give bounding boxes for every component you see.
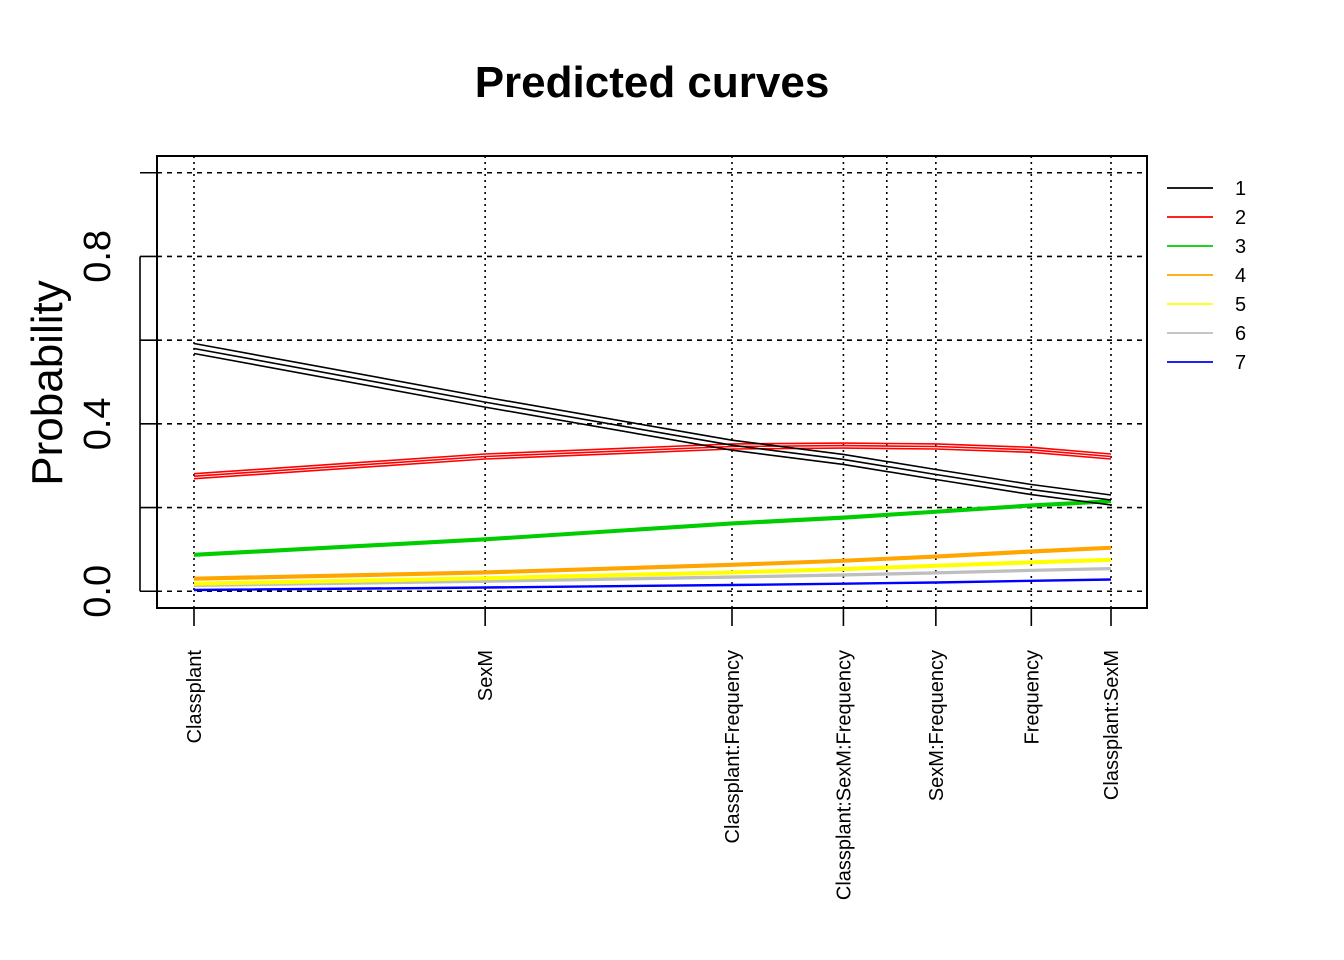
series-4-line-band-0 <box>193 548 1112 581</box>
series-1-line-band-0 <box>193 352 1112 506</box>
x-axis: Classplant SexM Classplant:Frequency Classp… <box>184 607 1123 900</box>
series-6-line-band-2 <box>193 567 1112 586</box>
series-3-line-band-2 <box>193 499 1112 555</box>
series-3-line-band-0 <box>193 501 1112 557</box>
x-tick-label-1: SexM <box>475 650 497 701</box>
series-2-line-band-2 <box>193 442 1112 475</box>
series-lines <box>193 342 1112 592</box>
legend-label-4: 4 <box>1235 265 1246 287</box>
y-tick-label-2: 0.8 <box>77 230 119 283</box>
y-axis-label: Probability <box>23 280 72 485</box>
x-tick-label-6: Classplant:SexM <box>1101 650 1123 800</box>
x-tick-label-3: Classplant:SexM:Frequency <box>833 650 855 900</box>
x-tick-label-2: Classplant:Frequency <box>722 650 744 843</box>
legend-label-2: 2 <box>1235 207 1246 229</box>
legend-label-5: 5 <box>1235 294 1246 316</box>
grid-lines <box>157 156 1147 608</box>
series-3-line <box>193 500 1112 556</box>
legend-label-6: 6 <box>1235 323 1246 345</box>
series-6-line-band-0 <box>193 568 1112 587</box>
series-5-line <box>193 559 1112 585</box>
series-1-line-band-2 <box>193 342 1112 496</box>
y-tick-label-0: 0.0 <box>77 565 119 618</box>
legend-label-7: 7 <box>1235 352 1246 374</box>
x-tick-label-5: Frequency <box>1021 650 1043 745</box>
legend-label-3: 3 <box>1235 236 1246 258</box>
legend-label-1: 1 <box>1235 178 1246 200</box>
chart-title: Predicted curves <box>475 58 830 107</box>
x-tick-label-0: Classplant <box>184 650 206 744</box>
x-tick-label-4: SexM:Frequency <box>926 650 948 801</box>
series-5-line-band-2 <box>193 557 1112 584</box>
series-4-line <box>193 546 1112 580</box>
plot-frame <box>156 155 1148 609</box>
legend: 1 2 3 4 5 6 7 <box>1167 178 1246 374</box>
series-1-line <box>193 347 1112 501</box>
series-7-line-band-2 <box>193 578 1112 591</box>
y-tick-label-1: 0.4 <box>77 397 119 450</box>
series-5-line-band-0 <box>193 560 1112 586</box>
series-2-line <box>193 444 1112 477</box>
series-2-line-band-0 <box>193 447 1112 480</box>
series-4-line-band-2 <box>193 545 1112 579</box>
y-axis: 0.0 0.4 0.8 <box>77 171 157 618</box>
